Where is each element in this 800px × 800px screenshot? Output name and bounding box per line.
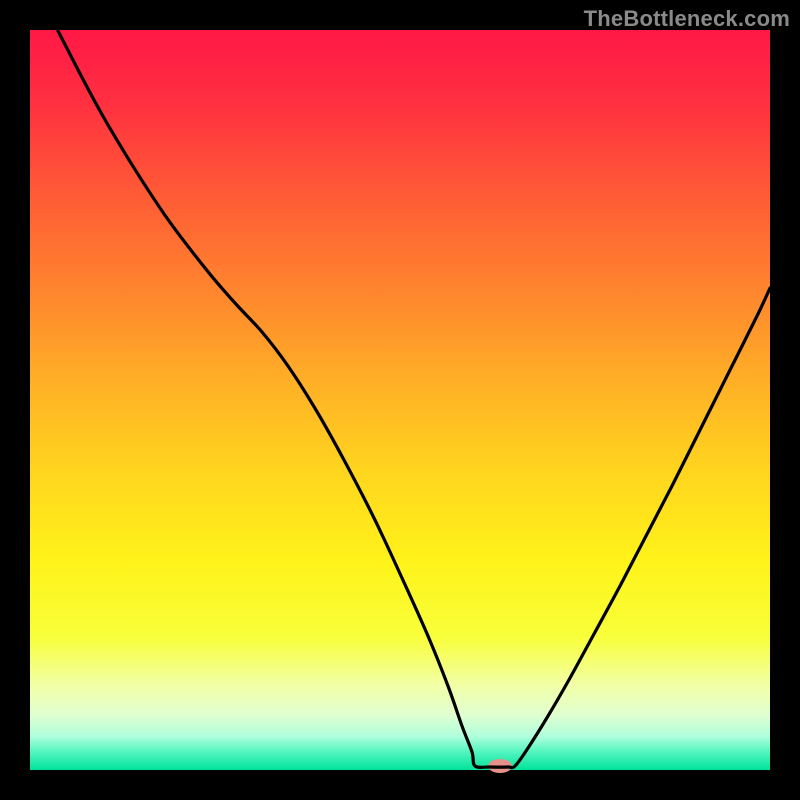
watermark-text: TheBottleneck.com (584, 6, 790, 32)
chart-stage: TheBottleneck.com (0, 0, 800, 800)
bottleneck-chart (0, 0, 800, 800)
plot-area (30, 30, 770, 770)
